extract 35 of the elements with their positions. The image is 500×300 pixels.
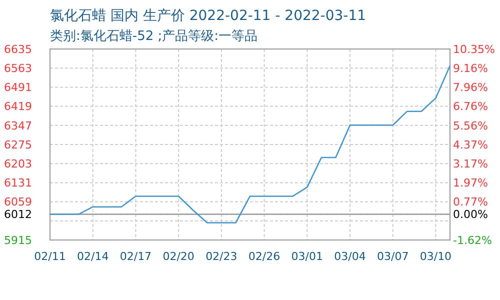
y-tick-label: 6635: [4, 42, 32, 56]
x-tick-label: 02/17: [120, 250, 152, 263]
x-tick-label: 03/04: [334, 250, 366, 263]
y-tick-label: 6059: [4, 196, 32, 209]
x-tick-label: 02/23: [206, 250, 238, 263]
x-tick-label: 03/01: [291, 250, 323, 263]
y-tick-label: 6491: [4, 81, 32, 94]
x-tick-label: 02/20: [162, 250, 194, 263]
chart-subtitle: 类别:氯化石蜡-52 ;产品等级:一等品: [50, 29, 258, 44]
y2-tick-label: 6.76%: [453, 100, 488, 114]
y2-tick-label: -1.62%: [453, 234, 492, 247]
y-tick-label: 6275: [4, 138, 32, 152]
y-tick-label: 5915: [4, 234, 32, 247]
chart-title: 氯化石蜡 国内 生产价 2022-02-11 - 2022-03-11: [50, 8, 366, 24]
x-tick-label: 02/11: [34, 250, 66, 263]
y2-tick-label: 7.96%: [453, 80, 488, 94]
y-tick-label: 6563: [4, 62, 32, 75]
y-tick-label: 6131: [4, 176, 32, 190]
x-tick-label: 03/10: [420, 250, 452, 263]
y2-tick-label: 9.16%: [453, 62, 488, 75]
y2-tick-label: 4.37%: [453, 138, 488, 152]
y-tick-label: 6012: [4, 208, 32, 222]
y2-tick-label: 1.97%: [453, 176, 488, 190]
y-tick-label: 6419: [4, 100, 32, 114]
x-tick-label: 02/26: [248, 250, 280, 263]
y2-tick-label: 5.56%: [453, 119, 488, 132]
line-series: [49, 65, 451, 224]
y2-tick-label: 10.35%: [453, 42, 495, 56]
x-tick-label: 02/14: [77, 250, 109, 263]
y2-tick-label: 3.17%: [453, 157, 488, 170]
x-tick-label: 03/07: [377, 250, 409, 263]
y2-tick-label: 0.77%: [453, 196, 488, 209]
y2-tick-label: 0.00%: [453, 208, 488, 221]
y-tick-label: 6203: [4, 157, 32, 170]
y-tick-label: 6347: [4, 119, 32, 132]
